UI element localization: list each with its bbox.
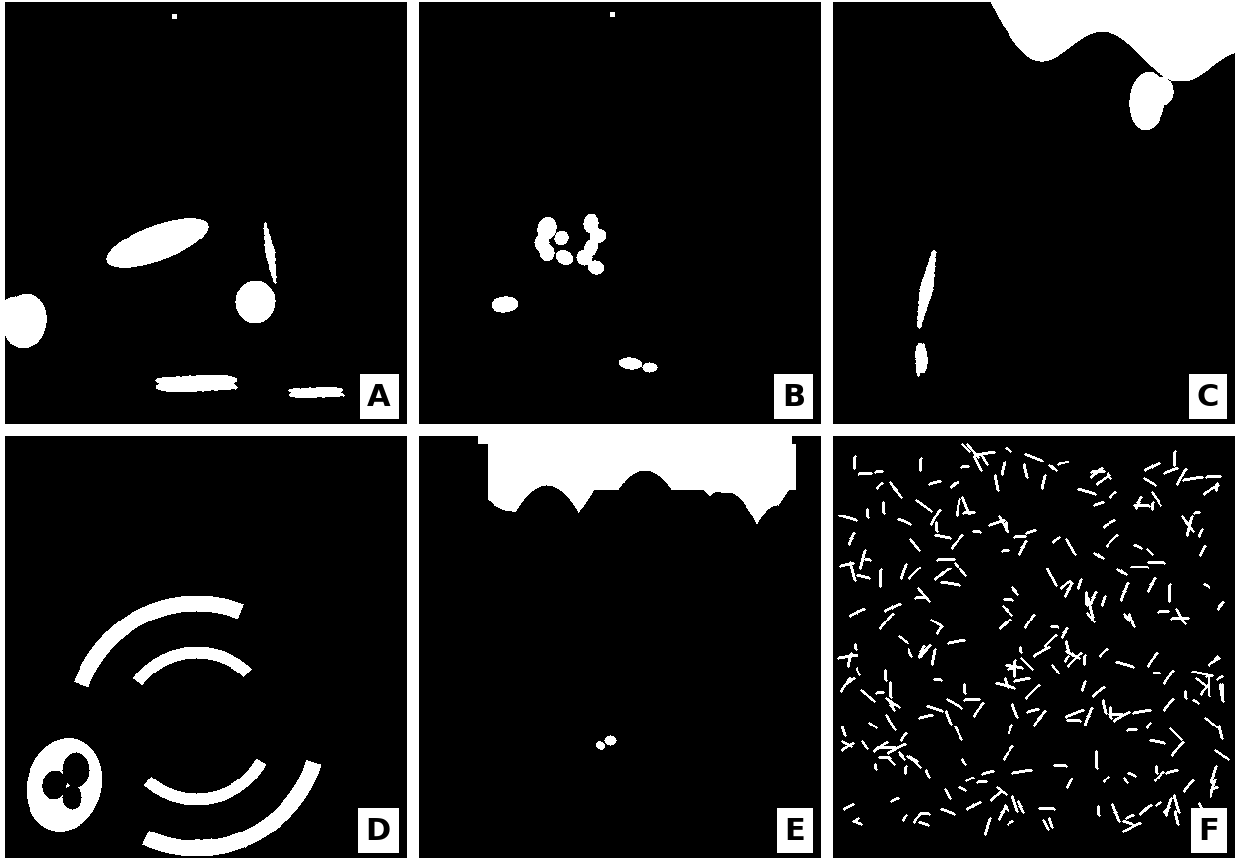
Text: F: F: [1198, 816, 1219, 845]
Text: B: B: [781, 382, 805, 412]
Text: D: D: [366, 816, 391, 845]
Text: A: A: [367, 382, 391, 412]
Text: C: C: [1197, 382, 1219, 412]
Text: E: E: [784, 816, 805, 845]
